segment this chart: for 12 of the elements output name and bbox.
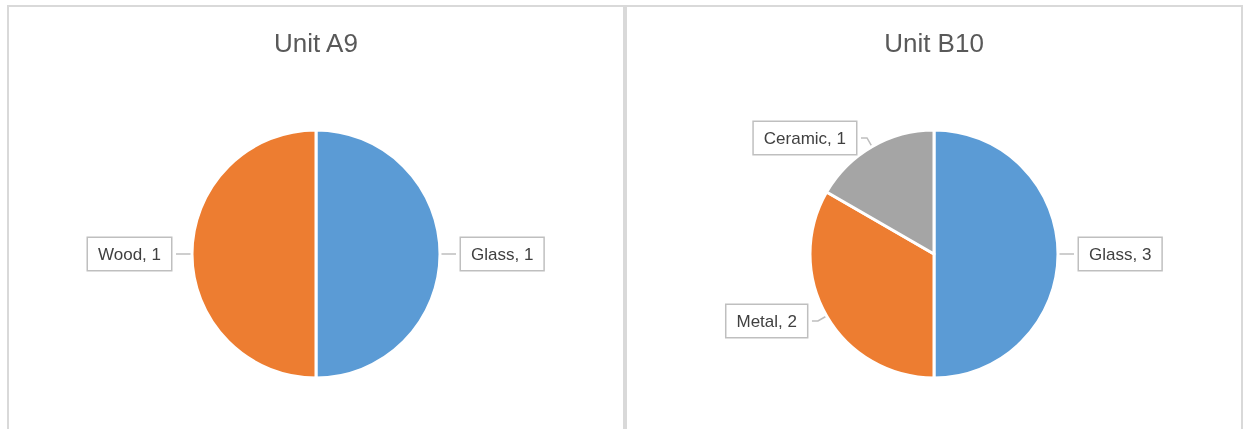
chart-title: Unit B10 xyxy=(884,28,984,58)
data-label: , 2 xyxy=(778,312,797,331)
slice-label: Metal xyxy=(736,312,779,331)
slice-label: Glass xyxy=(471,245,515,264)
slice-label: Ceramic xyxy=(763,128,828,148)
data-label: , 1 xyxy=(142,245,161,264)
slice-label: Glass xyxy=(1089,245,1133,264)
slice-label: Wood xyxy=(97,245,143,264)
chart-title: Unit A9 xyxy=(274,28,358,58)
data-label: , 3 xyxy=(1132,245,1152,264)
data-label: , 1 xyxy=(827,128,846,148)
data-label: , 1 xyxy=(514,245,534,264)
